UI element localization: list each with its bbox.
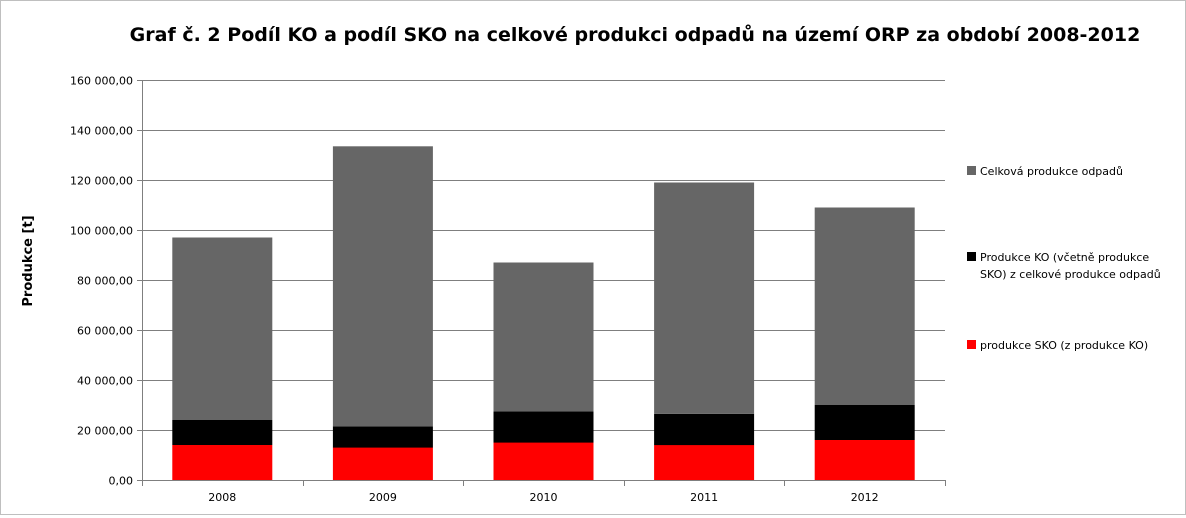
y-tick-label: 160 000,00 [70,75,133,88]
legend-swatch [967,166,976,175]
bar-segment-2010-series-3 [493,262,594,412]
y-tick-label: 40 000,00 [77,375,133,388]
y-tick-label: 140 000,00 [70,125,133,138]
bar-segment-2012-series-1 [814,440,915,480]
y-tick-labels: 0,00 20 000,00 40 000,00 60 000,00 80 000,00… [70,75,133,488]
bar-segment-2008-series-2 [172,420,273,445]
bar-segment-2012-series-2 [814,405,915,440]
chart-title: Graf č. 2 Podíl KO a podíl SKO na celkov… [130,23,1141,46]
bar-segment-2012-series-3 [814,207,915,405]
bar-segment-2010-series-2 [493,411,594,443]
y-tick-label: 120 000,00 [70,175,133,188]
x-tick-label: 2008 [208,491,236,504]
legend-swatch [967,252,976,261]
x-tick-label: 2009 [369,491,397,504]
y-tick-label: 0,00 [109,475,134,488]
y-tick-label: 80 000,00 [77,275,133,288]
bar-segment-2011-series-3 [654,182,755,414]
legend-label: SKO) z celkové produkce odpadů [980,268,1161,281]
bar-segment-2009-series-2 [332,426,433,448]
bar-segment-2009-series-1 [332,447,433,480]
legend: Celková produkce odpadů Produkce KO (včet… [967,165,1161,352]
bar-segment-2008-series-3 [172,237,273,420]
bar-segment-2011-series-2 [654,413,755,446]
y-tick-label: 100 000,00 [70,225,133,238]
x-tick-label: 2011 [690,491,718,504]
x-tick-labels: 2008 2009 2010 2011 2012 [208,491,878,504]
bars [172,146,915,480]
legend-label: Celková produkce odpadů [980,165,1123,178]
bar-segment-2008-series-1 [172,445,273,480]
bar-segment-2010-series-1 [493,442,594,480]
y-tick-label: 20 000,00 [77,425,133,438]
x-tick-label: 2012 [851,491,879,504]
axes [142,80,946,486]
legend-label: Produkce KO (včetně produkce [980,251,1149,264]
y-tick-label: 60 000,00 [77,325,133,338]
y-axis-label: Produkce [t] [21,215,36,306]
x-tick-label: 2010 [530,491,558,504]
bar-segment-2009-series-3 [332,146,433,427]
legend-label: produkce SKO (z produkce KO) [980,339,1148,352]
legend-swatch [967,340,976,349]
bar-segment-2011-series-1 [654,445,755,480]
